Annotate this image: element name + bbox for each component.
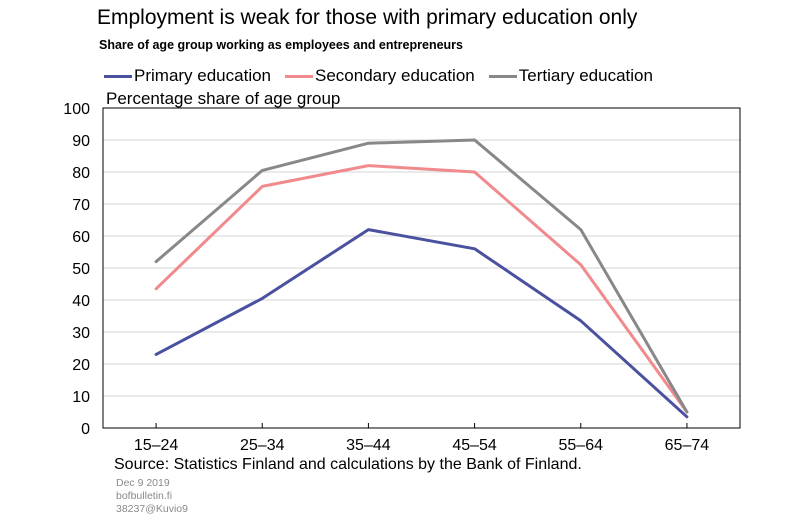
y-tick-label-10: 10: [72, 389, 90, 406]
legend-swatch-secondary: [285, 74, 314, 78]
source-note: Source: Statistics Finland and calculati…: [114, 456, 582, 473]
x-tick-label-5: 65–74: [665, 437, 710, 454]
legend-swatch-tertiary: [488, 74, 517, 78]
y-axis-label: Percentage share of age group: [106, 89, 341, 108]
y-tick-label-60: 60: [72, 229, 90, 246]
site-name: bofbulletin.fi: [116, 490, 173, 502]
y-tick-label-20: 20: [72, 357, 90, 374]
x-tick-label-0: 15–24: [134, 437, 179, 454]
x-tick-label-3: 45–54: [452, 437, 497, 454]
chart-subtitle: Share of age group working as employees …: [99, 38, 463, 52]
legend-swatch-primary: [104, 74, 132, 78]
y-tick-label-0: 0: [81, 421, 90, 438]
x-tick-label-1: 25–34: [240, 437, 285, 454]
series-line-tertiary: [154, 138, 689, 414]
legend-item-secondary: Secondary education: [285, 66, 475, 86]
y-tick-label-30: 30: [72, 325, 90, 342]
y-tick-label-80: 80: [72, 165, 90, 182]
legend-item-tertiary: Tertiary education: [488, 66, 653, 86]
x-tick-label-4: 55–64: [559, 437, 604, 454]
legend-label-primary: Primary education: [134, 66, 272, 85]
plot-area-frame: [102, 107, 741, 429]
chart-reference: 38237@Kuvio9: [116, 503, 188, 515]
y-tick-label-40: 40: [72, 293, 90, 310]
series-line-secondary: [154, 164, 689, 414]
x-tick-label-2: 35–44: [346, 437, 391, 454]
legend-label-secondary: Secondary education: [315, 66, 475, 85]
y-tick-label-90: 90: [72, 133, 90, 150]
y-tick-label-70: 70: [72, 197, 90, 214]
legend-label-tertiary: Tertiary education: [518, 66, 653, 85]
legend: Primary education Secondary education Te…: [104, 66, 667, 86]
series-line-primary: [154, 228, 689, 419]
y-tick-label-50: 50: [72, 261, 90, 278]
date-stamp: Dec 9 2019: [116, 477, 170, 489]
y-tick-label-100: 100: [63, 101, 90, 118]
chart-title: Employment is weak for those with primar…: [97, 6, 638, 29]
legend-item-primary: Primary education: [104, 66, 271, 86]
